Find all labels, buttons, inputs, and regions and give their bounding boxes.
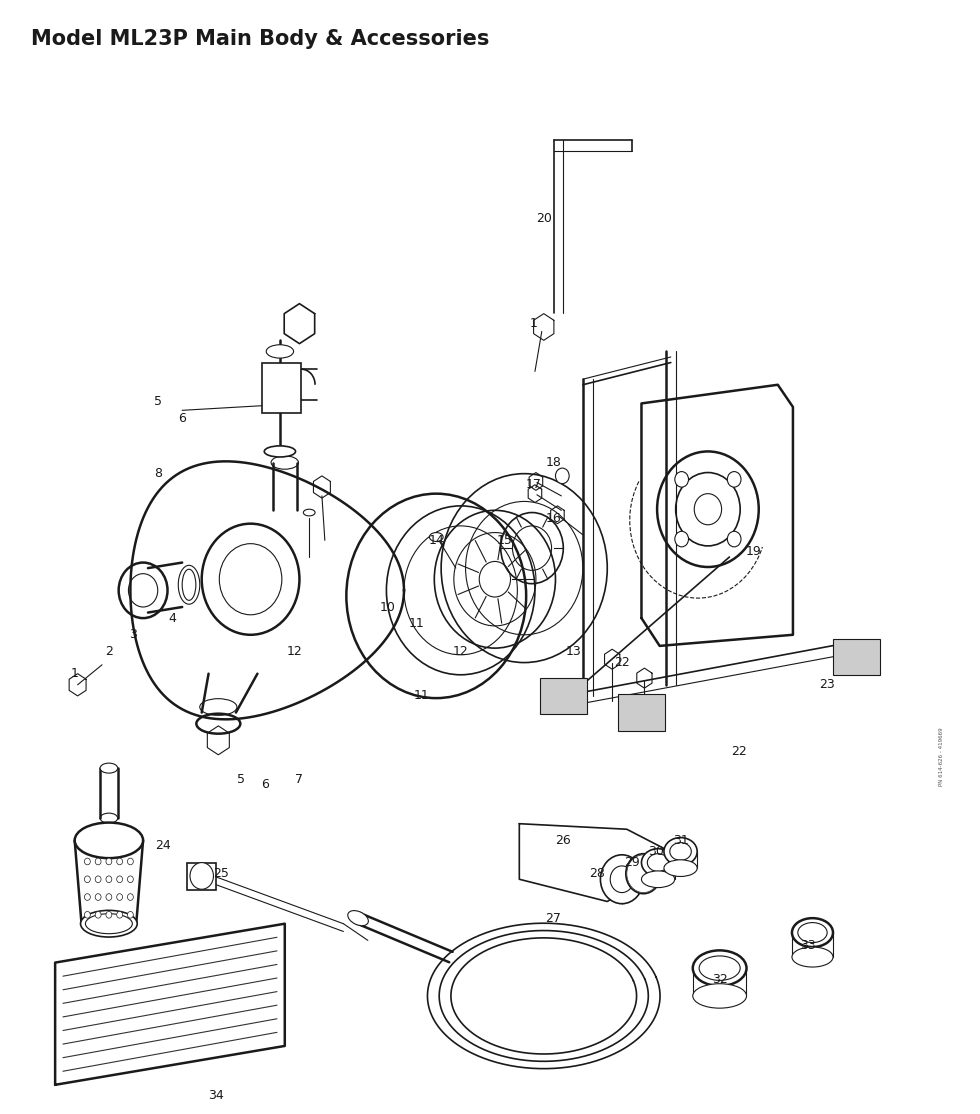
Ellipse shape — [663, 860, 697, 877]
Ellipse shape — [265, 446, 296, 457]
Text: 32: 32 — [711, 973, 727, 986]
Text: 25: 25 — [214, 867, 229, 880]
Ellipse shape — [267, 344, 294, 358]
Text: 2: 2 — [105, 645, 113, 658]
Circle shape — [127, 858, 133, 864]
Ellipse shape — [642, 871, 674, 888]
Ellipse shape — [74, 822, 143, 858]
Text: 27: 27 — [546, 911, 562, 925]
Ellipse shape — [792, 947, 833, 967]
Circle shape — [117, 858, 122, 864]
Text: 34: 34 — [209, 1089, 224, 1103]
Text: 29: 29 — [624, 856, 640, 869]
Text: 15: 15 — [497, 534, 513, 547]
Text: 14: 14 — [428, 534, 444, 547]
Circle shape — [95, 911, 101, 918]
Bar — [263, 362, 302, 412]
Text: 5: 5 — [237, 773, 245, 785]
Text: 19: 19 — [746, 545, 761, 558]
Circle shape — [627, 854, 661, 892]
Circle shape — [631, 859, 657, 888]
Circle shape — [106, 893, 112, 900]
Text: 17: 17 — [526, 478, 542, 491]
Text: 18: 18 — [546, 456, 562, 469]
Text: 3: 3 — [129, 628, 137, 642]
Circle shape — [727, 471, 741, 487]
Text: 16: 16 — [546, 511, 562, 525]
Text: Model ML23P Main Body & Accessories: Model ML23P Main Body & Accessories — [30, 29, 489, 49]
Ellipse shape — [642, 849, 674, 877]
Ellipse shape — [304, 509, 316, 516]
Circle shape — [117, 893, 122, 900]
Ellipse shape — [663, 838, 697, 866]
Text: 31: 31 — [672, 834, 688, 847]
Circle shape — [95, 876, 101, 882]
Circle shape — [626, 853, 662, 893]
Text: 6: 6 — [262, 779, 270, 791]
Text: 13: 13 — [565, 645, 581, 658]
Circle shape — [95, 858, 101, 864]
Circle shape — [84, 911, 90, 918]
Ellipse shape — [669, 842, 691, 860]
Circle shape — [106, 876, 112, 882]
Circle shape — [675, 471, 689, 487]
Text: 7: 7 — [295, 773, 304, 785]
Text: 24: 24 — [155, 840, 171, 852]
Text: 33: 33 — [800, 939, 815, 952]
Circle shape — [106, 911, 112, 918]
Circle shape — [635, 863, 653, 883]
Text: 11: 11 — [409, 617, 424, 631]
Circle shape — [127, 911, 133, 918]
Text: 20: 20 — [536, 212, 552, 225]
Circle shape — [84, 858, 90, 864]
Ellipse shape — [348, 910, 368, 926]
Circle shape — [611, 866, 634, 892]
Circle shape — [106, 858, 112, 864]
Circle shape — [675, 531, 689, 547]
Text: 12: 12 — [453, 645, 468, 658]
Circle shape — [727, 531, 741, 547]
Circle shape — [127, 876, 133, 882]
Ellipse shape — [792, 918, 833, 947]
Ellipse shape — [429, 532, 443, 541]
Circle shape — [117, 911, 122, 918]
Text: 22: 22 — [614, 656, 630, 670]
Ellipse shape — [100, 763, 118, 773]
Text: 1: 1 — [71, 667, 78, 681]
Text: PN 614-626 - 419669: PN 614-626 - 419669 — [940, 727, 945, 786]
Bar — [187, 862, 217, 890]
Text: 30: 30 — [648, 846, 664, 858]
Ellipse shape — [798, 922, 827, 942]
Bar — [618, 694, 664, 731]
Ellipse shape — [693, 950, 747, 986]
Text: 11: 11 — [414, 690, 429, 703]
Text: 26: 26 — [556, 834, 571, 847]
Circle shape — [117, 876, 122, 882]
Text: 10: 10 — [379, 600, 395, 614]
Text: 28: 28 — [590, 867, 606, 880]
Circle shape — [127, 893, 133, 900]
Text: 1: 1 — [530, 317, 538, 330]
Ellipse shape — [699, 956, 740, 980]
Circle shape — [601, 854, 644, 903]
Text: 21: 21 — [556, 684, 571, 697]
Circle shape — [95, 893, 101, 900]
Text: 22: 22 — [731, 745, 747, 758]
Circle shape — [84, 876, 90, 882]
Circle shape — [556, 468, 569, 483]
Bar — [540, 677, 587, 714]
Text: 5: 5 — [154, 395, 162, 408]
Text: 23: 23 — [819, 678, 835, 692]
Bar — [833, 638, 880, 675]
Text: 8: 8 — [154, 467, 162, 480]
Ellipse shape — [80, 910, 137, 937]
Text: 6: 6 — [178, 411, 186, 424]
Circle shape — [190, 862, 214, 889]
Ellipse shape — [693, 984, 747, 1008]
Text: 12: 12 — [287, 645, 303, 658]
Circle shape — [84, 893, 90, 900]
Text: 4: 4 — [169, 612, 176, 625]
Ellipse shape — [648, 853, 668, 871]
